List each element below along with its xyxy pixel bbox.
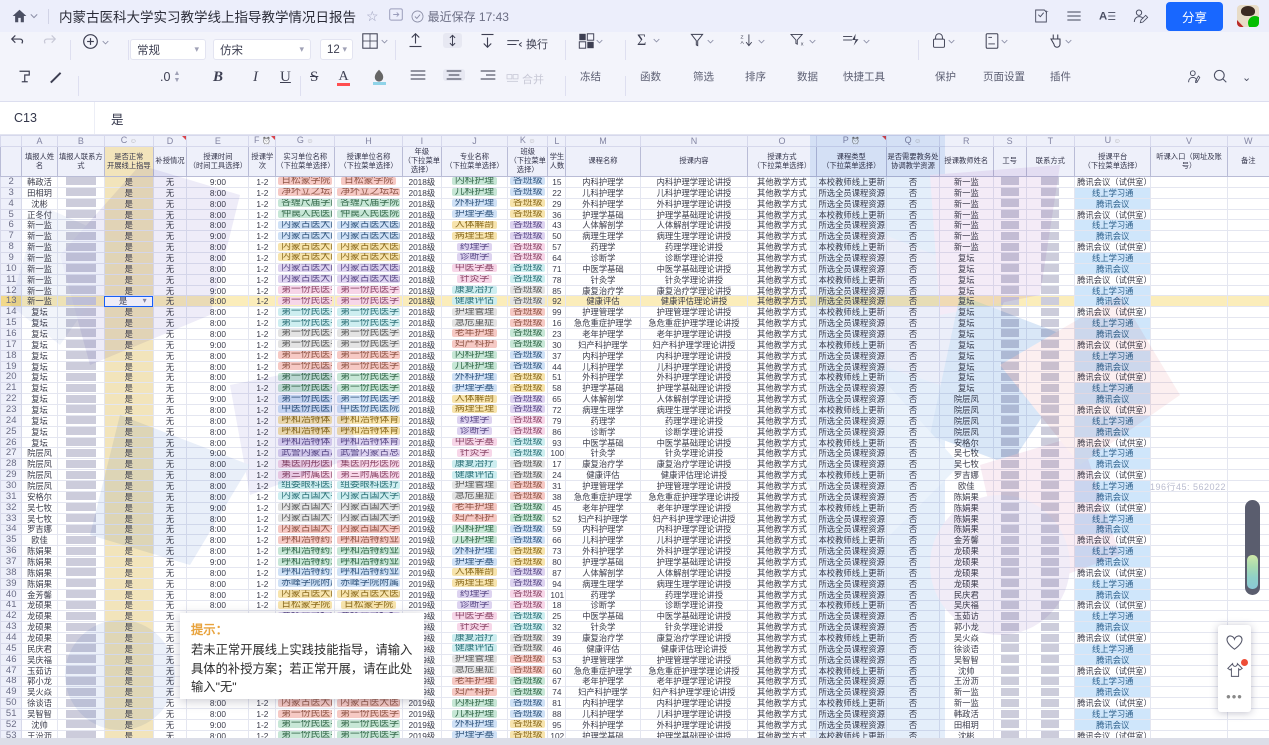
- svg-text:x: x: [801, 42, 804, 47]
- svg-text:Z: Z: [741, 35, 744, 41]
- svg-text:A: A: [1099, 11, 1107, 23]
- svg-text:A: A: [741, 40, 745, 46]
- svg-text:+: +: [1045, 10, 1049, 16]
